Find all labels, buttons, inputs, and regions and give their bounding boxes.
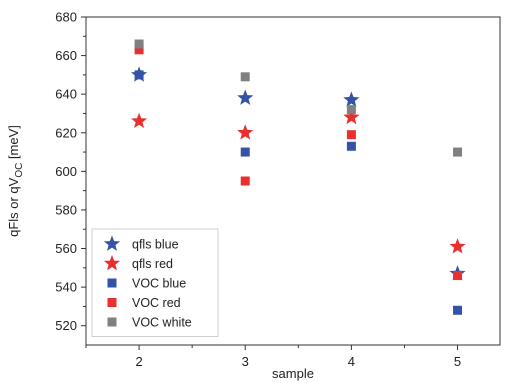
- x-tick-label: 3: [242, 354, 249, 369]
- data-point: [453, 271, 463, 281]
- data-point: [237, 89, 254, 105]
- series-voc-white: [134, 39, 463, 157]
- data-point: [240, 147, 250, 157]
- y-tick-label: 520: [55, 318, 77, 333]
- data-point: [449, 238, 466, 254]
- legend-label: qfls red: [132, 257, 173, 271]
- legend-label: qfls blue: [132, 238, 179, 252]
- legend-marker: [107, 317, 117, 327]
- data-point: [343, 91, 360, 107]
- y-tick-label: 580: [55, 202, 77, 217]
- data-point: [343, 108, 360, 125]
- data-point: [237, 124, 254, 140]
- y-tick-label: 660: [55, 48, 77, 63]
- data-point: [346, 141, 356, 151]
- plot-frame: [85, 16, 501, 346]
- y-tick-label: 560: [55, 241, 77, 256]
- legend-marker: [107, 278, 117, 288]
- y-tick-label: 620: [55, 125, 77, 140]
- data-point: [240, 72, 250, 82]
- legend-marker: [103, 255, 121, 271]
- x-axis-title: sample: [272, 366, 314, 381]
- x-tick-label: 4: [348, 354, 355, 369]
- data-point: [134, 39, 144, 49]
- data-point: [453, 147, 463, 157]
- y-axis-title: qFls or qVOC [meV]: [6, 125, 25, 237]
- series-voc-blue: [134, 70, 463, 315]
- data-point: [134, 70, 144, 80]
- y-tick-label: 680: [55, 10, 77, 25]
- y-axis: 520 540 560 580 600 620 640 660 680: [55, 10, 86, 333]
- legend-marker: [107, 298, 117, 307]
- legend-label: VOC white: [132, 316, 192, 330]
- y-tick-label: 540: [55, 280, 77, 295]
- legend: qfls blue qfls red VOC blue VOC red VOC whit…: [91, 228, 219, 337]
- legend-marker: [103, 235, 121, 251]
- y-tick-label: 600: [55, 164, 77, 179]
- data-point: [130, 112, 148, 129]
- x-tick-label: 5: [454, 354, 461, 369]
- plot-area: [130, 39, 466, 315]
- legend-label: VOC blue: [132, 277, 186, 291]
- x-axis: 2 3 4 5: [85, 345, 461, 369]
- data-point: [134, 45, 144, 55]
- data-point: [346, 105, 356, 115]
- series-voc-red: [134, 45, 463, 281]
- y-tick-label: 640: [55, 87, 77, 102]
- x-tick-label: 2: [135, 354, 142, 369]
- legend-label: VOC red: [132, 296, 181, 310]
- series-qfls-red: [130, 108, 466, 254]
- data-point: [346, 130, 356, 140]
- data-point: [240, 176, 250, 186]
- data-point: [453, 305, 463, 315]
